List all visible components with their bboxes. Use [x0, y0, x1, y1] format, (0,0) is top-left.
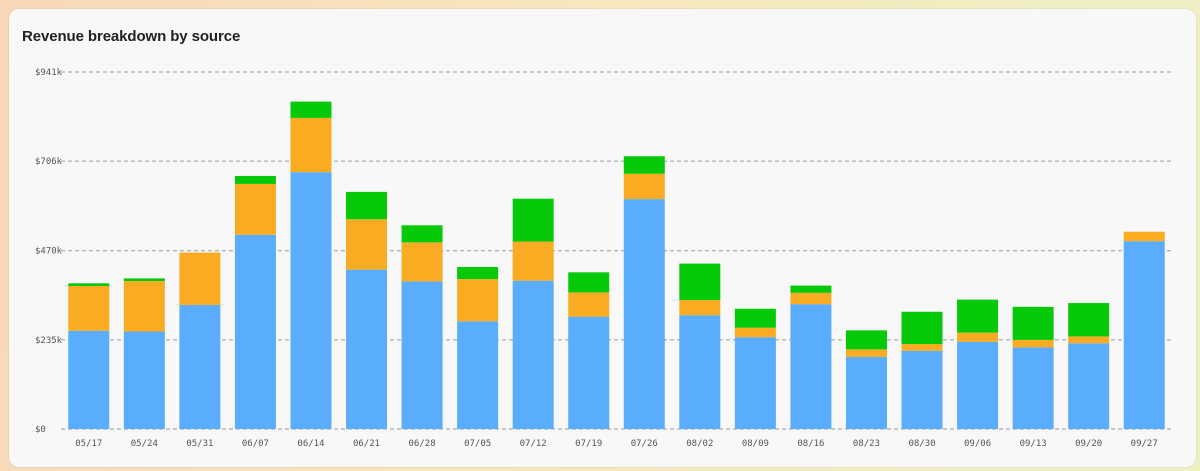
bar-segment	[623, 156, 665, 174]
x-tick-label: 09/27	[1131, 439, 1158, 449]
bar-segment	[901, 311, 943, 345]
bar-segment	[679, 300, 721, 316]
chart-title: Revenue breakdown by source	[22, 28, 241, 45]
stacked-bar-chart: $0 $235k $470k $706k $941k 05/17 05/24 05/31 06/…	[35, 68, 1172, 449]
bar-segment	[1012, 347, 1054, 429]
bar-segment	[790, 292, 832, 305]
bar-segment	[457, 267, 499, 280]
x-tick-label: 09/06	[964, 439, 991, 449]
bar-segment	[346, 219, 388, 270]
bar-segment	[68, 285, 110, 331]
bar-segment	[957, 341, 999, 429]
x-tick-label: 07/12	[520, 439, 547, 449]
bar-segment	[68, 283, 110, 286]
bar-segment	[901, 350, 943, 429]
x-tick-label: 05/24	[131, 439, 158, 449]
bar-segment	[568, 316, 610, 429]
bar-segment	[1123, 241, 1165, 429]
bar-segment	[734, 337, 776, 429]
x-tick-label: 08/16	[797, 439, 824, 449]
bar-segment	[290, 117, 332, 173]
x-tick-label: 09/13	[1020, 439, 1047, 449]
bar-segment	[1012, 339, 1054, 348]
bar-segment	[1012, 306, 1054, 340]
x-tick-label: 08/09	[742, 439, 769, 449]
bar-segment	[623, 199, 665, 429]
bar-segment	[1068, 336, 1110, 344]
bar-segment	[679, 315, 721, 429]
bar-segment	[123, 331, 165, 429]
bar-segment	[290, 101, 332, 118]
bar-segment	[123, 278, 165, 282]
y-tick-label: $706k	[35, 157, 63, 167]
bar-segment	[845, 330, 887, 350]
x-tick-label: 06/21	[353, 439, 380, 449]
bar-segment	[401, 281, 443, 429]
bar-segment	[234, 183, 276, 235]
x-tick-label: 08/02	[686, 439, 713, 449]
bar-segment	[790, 304, 832, 429]
bar-segment	[512, 241, 554, 281]
chart-card: Revenue breakdown by source $0 $235k $470k…	[9, 9, 1196, 467]
bar-segment	[234, 175, 276, 184]
bar-segment	[512, 280, 554, 429]
x-tick-label: 09/20	[1075, 439, 1102, 449]
bar-segment	[568, 292, 610, 317]
y-tick-label: $235k	[35, 336, 63, 346]
bar-segment	[179, 252, 221, 305]
bar-segment	[845, 349, 887, 357]
bar-segment	[512, 198, 554, 242]
bar-segment	[845, 356, 887, 429]
x-tick-label: 05/31	[186, 439, 213, 449]
bar-segment	[568, 272, 610, 293]
x-tick-label: 08/23	[853, 439, 880, 449]
bar-segment	[734, 327, 776, 338]
x-tick-label: 07/05	[464, 439, 491, 449]
bar-segment	[457, 279, 499, 322]
y-tick-label: $470k	[35, 247, 63, 257]
bar-segment	[290, 172, 332, 429]
y-tick-label: $941k	[35, 68, 63, 78]
bar-segment	[901, 344, 943, 351]
x-tick-label: 05/17	[75, 439, 102, 449]
bar-segment	[1068, 303, 1110, 337]
bar-segment	[457, 321, 499, 429]
bar-segment	[734, 308, 776, 328]
y-tick-label: $0	[35, 425, 46, 435]
bar-segment	[957, 299, 999, 333]
bar-segment	[623, 173, 665, 200]
bar-segment	[179, 304, 221, 429]
x-tick-label: 06/14	[297, 439, 324, 449]
bar-segment	[1123, 231, 1165, 242]
bar-segment	[401, 242, 443, 282]
bar-segment	[346, 191, 388, 220]
bar-segment	[401, 225, 443, 243]
x-tick-label: 07/26	[631, 439, 658, 449]
bar-segment	[346, 269, 388, 429]
x-tick-label: 08/30	[908, 439, 935, 449]
bar-segment	[790, 285, 832, 293]
bar-segment	[1068, 343, 1110, 429]
bar-segment	[68, 330, 110, 429]
bar-segment	[679, 263, 721, 301]
bar-segment	[234, 234, 276, 429]
bar-segment	[957, 332, 999, 342]
x-tick-label: 06/07	[242, 439, 269, 449]
bar-segment	[123, 281, 165, 332]
x-tick-label: 07/19	[575, 439, 602, 449]
x-tick-label: 06/28	[409, 439, 436, 449]
